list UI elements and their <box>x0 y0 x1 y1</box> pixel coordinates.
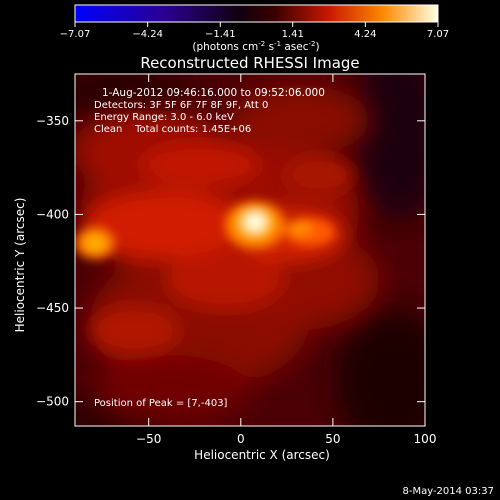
colorbar: −7.07 −4.24 −1.41 1.41 4.24 7.07 (photons cm-… <box>60 4 449 53</box>
unit-exp3: -2 <box>309 40 316 48</box>
unit-exp2: -1 <box>274 40 281 48</box>
timestamp: 8-May-2014 03:37 <box>402 486 494 497</box>
annotation-clean: Clean Total counts: 1.45E+06 <box>94 124 251 135</box>
y-axis-ticks: −350 −400 −450 −500 <box>36 114 425 409</box>
heatmap-image <box>75 74 425 426</box>
y-tick-label: −500 <box>36 395 69 409</box>
colorbar-tick-label: 4.24 <box>354 29 376 40</box>
colorbar-tick-label: 1.41 <box>282 29 304 40</box>
unit-exp1: -2 <box>258 40 265 48</box>
colorbar-gradient <box>74 4 439 23</box>
colorbar-tick-label: 7.07 <box>427 29 449 40</box>
colorbar-unit: (photons cm-2 s-1 asec-2) <box>192 40 319 53</box>
y-tick-label: −350 <box>36 114 69 128</box>
colorbar-tick-label: −4.24 <box>132 29 163 40</box>
y-axis-label: Heliocentric Y (arcsec) <box>13 198 27 333</box>
x-tick-label: 100 <box>414 432 437 446</box>
unit-mid: s <box>265 41 274 53</box>
x-tick-label: −50 <box>136 432 161 446</box>
annotation-energy: Energy Range: 3.0 - 6.0 keV <box>94 112 234 123</box>
unit-close: ) <box>316 41 320 53</box>
colorbar-ticks: −7.07 −4.24 −1.41 1.41 4.24 7.07 <box>60 22 449 40</box>
annotations: 1-Aug-2012 09:46:16.000 to 09:52:06.000 … <box>94 87 325 409</box>
x-axis-label: Heliocentric X (arcsec) <box>194 448 330 462</box>
peak-label: Position of Peak = [7,-403] <box>94 398 228 409</box>
x-tick-label: 0 <box>237 432 245 446</box>
x-tick-label: 50 <box>325 432 340 446</box>
annotation-time: 1-Aug-2012 09:46:16.000 to 09:52:06.000 <box>102 87 325 99</box>
unit-end: asec <box>281 41 309 53</box>
y-tick-label: −450 <box>36 301 69 315</box>
annotation-detectors: Detectors: 3F 5F 6F 7F 8F 9F, Att 0 <box>94 100 268 111</box>
plot-frame <box>74 73 426 427</box>
colorbar-tick-label: −1.41 <box>205 29 236 40</box>
colorbar-tick-label: −7.07 <box>60 29 91 40</box>
y-tick-label: −400 <box>36 207 69 221</box>
unit-main: (photons cm <box>192 41 258 53</box>
chart-title: Reconstructed RHESSI Image <box>140 54 359 72</box>
x-axis-ticks: −50 0 50 100 <box>136 74 436 446</box>
